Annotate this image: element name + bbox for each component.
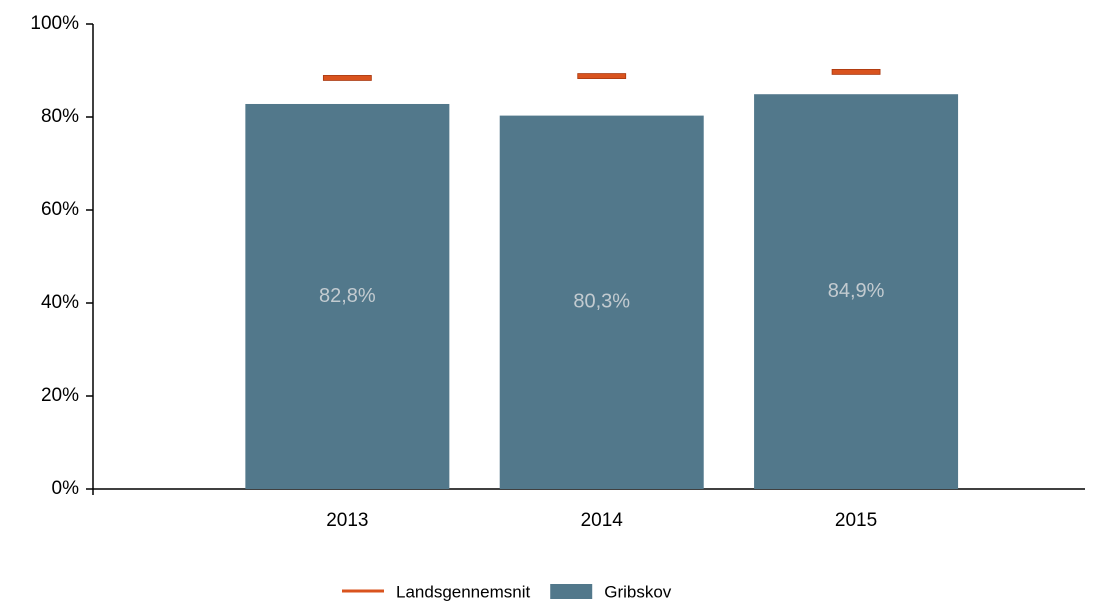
legend-swatch bbox=[550, 584, 593, 599]
value-label: 80,3% bbox=[573, 291, 630, 313]
bar bbox=[754, 94, 959, 489]
average-marker bbox=[577, 73, 627, 79]
value-label: 82,8% bbox=[319, 285, 376, 307]
y-tick-label: 80% bbox=[41, 106, 79, 127]
y-tick-label: 0% bbox=[52, 478, 80, 499]
y-tick-label: 100% bbox=[30, 13, 79, 34]
average-marker bbox=[322, 75, 372, 81]
y-tick-label: 40% bbox=[41, 292, 79, 313]
value-label: 84,9% bbox=[828, 280, 885, 302]
x-tick-label: 2015 bbox=[835, 510, 877, 531]
bar bbox=[245, 103, 450, 489]
average-marker bbox=[831, 68, 881, 75]
legend-label: Gribskov bbox=[604, 582, 672, 601]
x-tick-label: 2014 bbox=[581, 510, 624, 531]
x-tick-label: 2013 bbox=[326, 510, 368, 531]
legend-label: Landsgennemsnit bbox=[396, 582, 530, 601]
y-tick-label: 20% bbox=[41, 385, 79, 406]
y-tick-label: 60% bbox=[41, 199, 79, 220]
bar bbox=[499, 115, 704, 489]
